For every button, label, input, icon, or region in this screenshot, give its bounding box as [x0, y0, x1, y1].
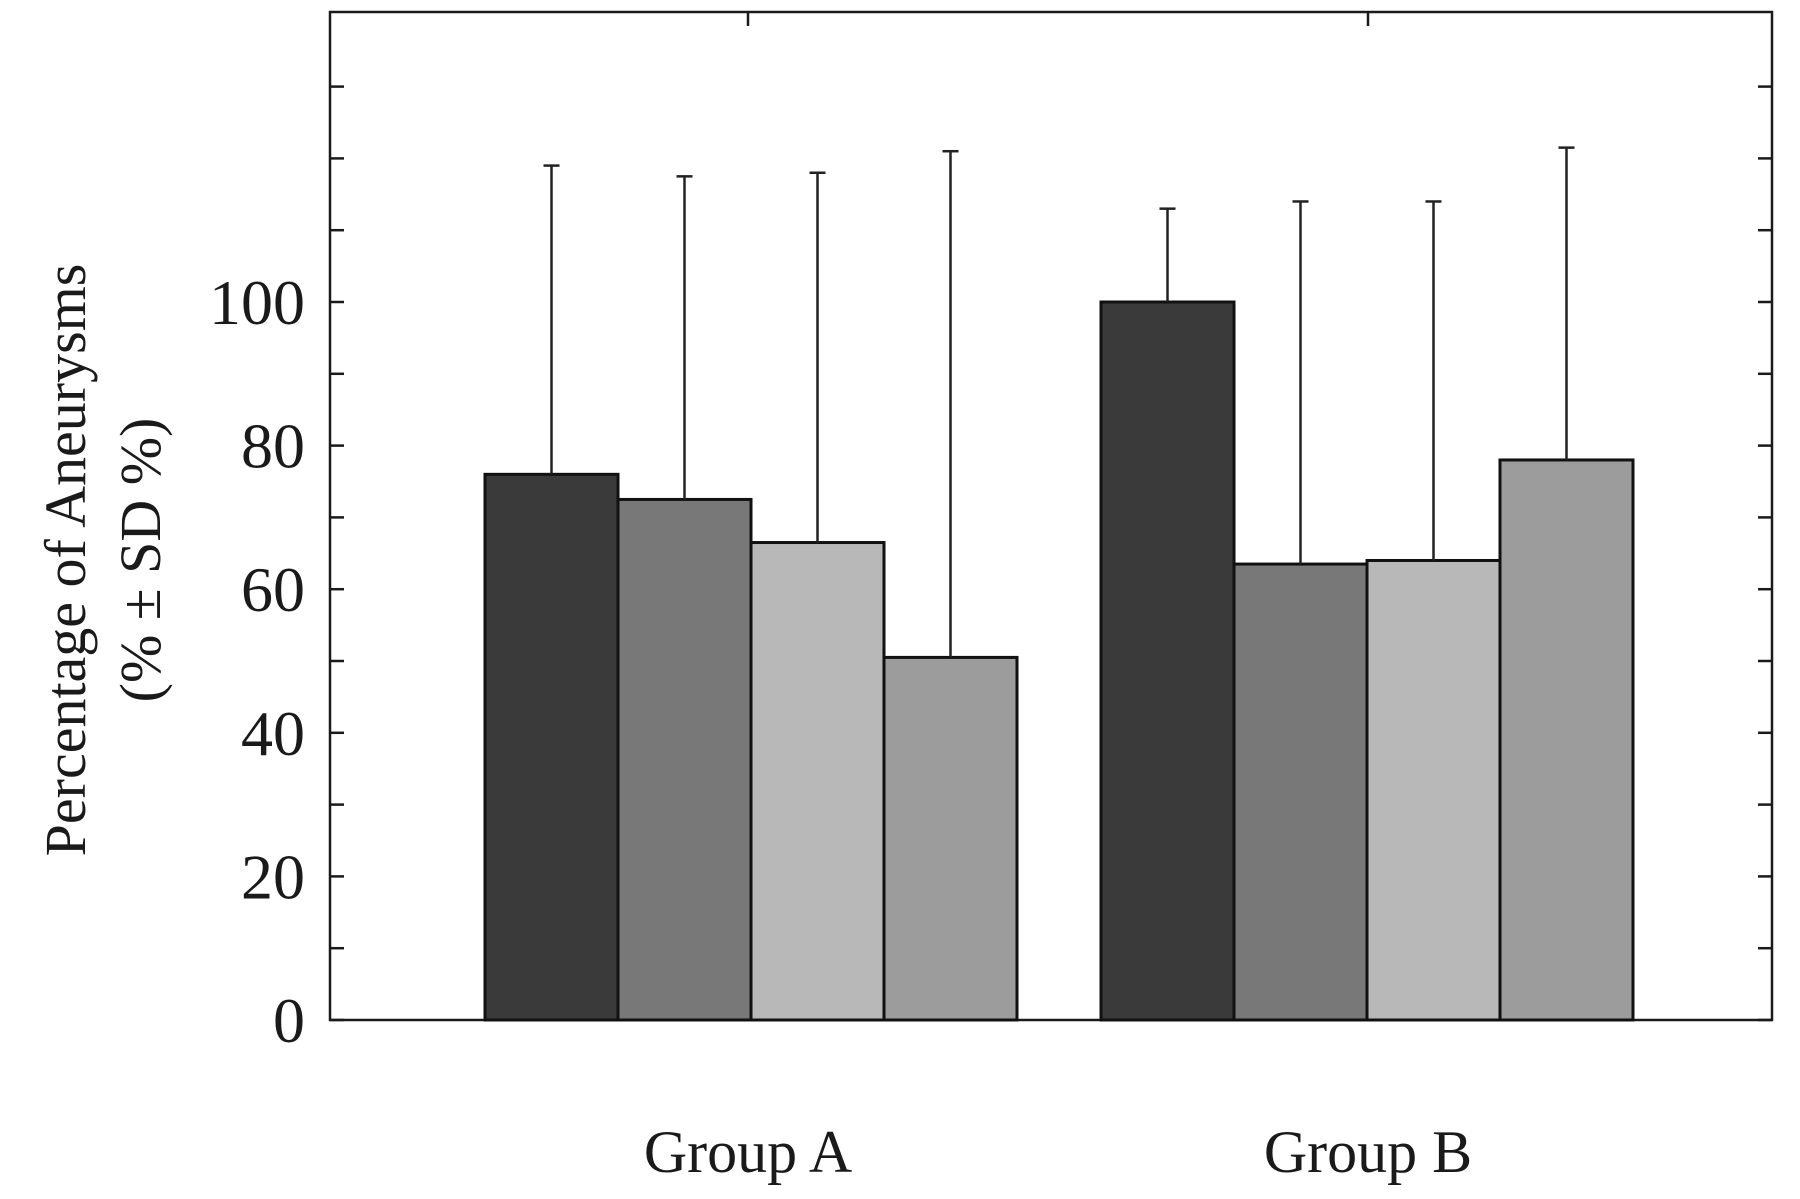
y-tick-label: 0: [273, 985, 305, 1056]
y-tick-label: 80: [241, 411, 305, 482]
axis-ticks: [330, 12, 1772, 1022]
bar-group-b-4: [1498, 458, 1635, 1022]
plot-border: [328, 10, 1774, 1022]
y-tick-label: 40: [241, 698, 305, 769]
bar-group-b-2: [1232, 562, 1369, 1022]
plot-frame: [328, 10, 1774, 1022]
y-axis-title-line1: Percentage of Aneurysms: [33, 264, 98, 857]
bar-group-b-3: [1365, 558, 1502, 1022]
bar-group-a-1: [483, 472, 620, 1022]
bar-group-a-2: [616, 497, 753, 1022]
y-axis-title-line2: (% ± SD %): [108, 418, 173, 703]
bar-group-a-4: [882, 655, 1019, 1022]
y-tick-label: 60: [241, 554, 305, 625]
bars: [483, 300, 1635, 1022]
x-category-label: Group A: [644, 1119, 852, 1185]
y-tick-label: 100: [209, 267, 305, 338]
error-bars: [543, 146, 1575, 658]
bar-group-a-3: [749, 541, 886, 1022]
y-tick-labels: 0 20 40 60 80 100: [209, 267, 305, 1056]
x-category-label: Group B: [1264, 1119, 1472, 1185]
y-tick-label: 20: [241, 841, 305, 912]
category-labels: Group A Group B: [644, 1119, 1472, 1185]
bar-group-b-1: [1099, 300, 1236, 1022]
